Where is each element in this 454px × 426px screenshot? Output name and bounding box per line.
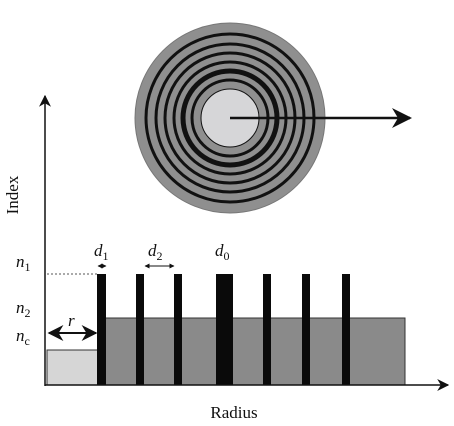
label-main: d: [215, 241, 224, 260]
label-d0: d0: [215, 241, 230, 263]
label-main: n: [16, 298, 25, 317]
x-axis-label: Radius: [210, 403, 257, 422]
label-r: r: [68, 311, 75, 330]
y-axis-label: Index: [3, 175, 22, 214]
label-nc: nc: [16, 326, 30, 348]
label-main: d: [148, 241, 157, 260]
label-main: d: [94, 241, 103, 260]
label-d1: d1: [94, 241, 109, 263]
label-sub: 1: [103, 249, 109, 263]
label-d2: d2: [148, 241, 163, 263]
label-sub: c: [25, 334, 30, 348]
label-sub: 2: [25, 306, 31, 320]
label-main: n: [16, 326, 25, 345]
label-sub: 0: [224, 249, 230, 263]
index-profile: [46, 263, 406, 386]
label-n2: n2: [16, 298, 31, 320]
label-main: n: [16, 252, 25, 271]
label-sub: 1: [25, 260, 31, 274]
axes: [39, 94, 450, 391]
label-sub: 2: [157, 249, 163, 263]
fiber-cross-section: [134, 22, 412, 214]
label-n1: n1: [16, 252, 31, 274]
